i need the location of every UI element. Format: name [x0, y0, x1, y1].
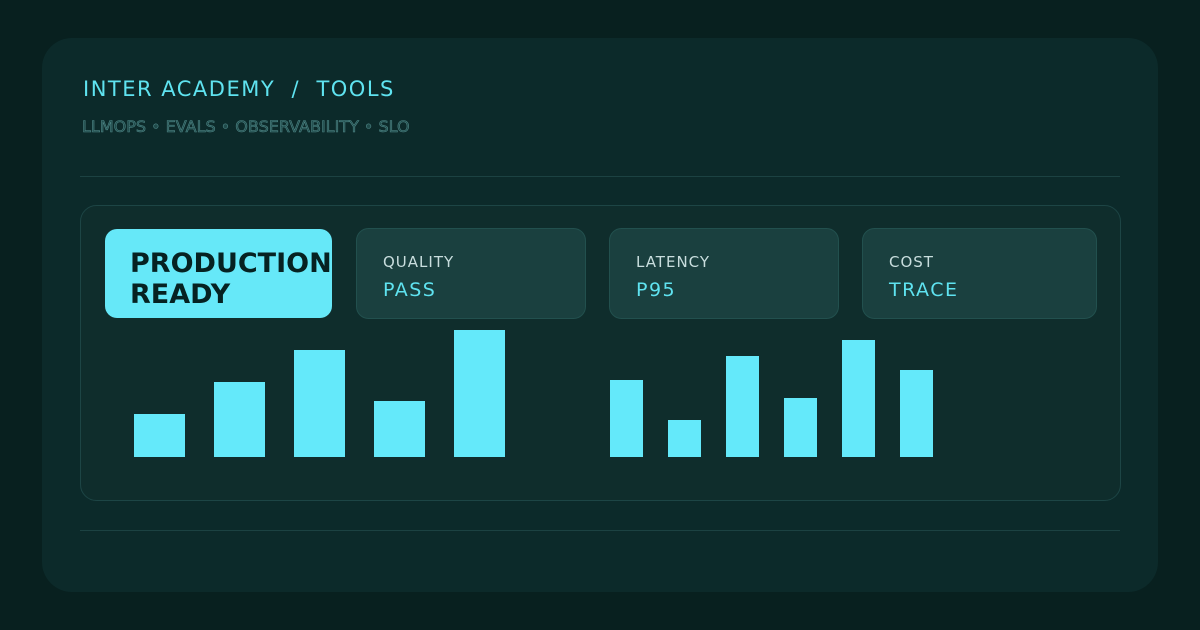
badge: [105, 229, 332, 318]
header-title: INTER ACADEMY / TOOLS: [83, 77, 395, 101]
decor-bar: [610, 380, 643, 457]
badge-line: PRODUCTION: [130, 248, 332, 279]
decor-bar: [784, 398, 817, 457]
decor-bar: [214, 382, 265, 457]
decor-bar: [900, 370, 933, 457]
metric-value: TRACE: [888, 279, 958, 301]
metric-card: [356, 228, 586, 319]
metric-card: [862, 228, 1097, 319]
decor-bars-right: [610, 340, 933, 457]
metric-card: [609, 228, 839, 319]
decor-bar: [134, 414, 185, 457]
metric-value: PASS: [383, 279, 436, 301]
decor-bar: [842, 340, 875, 457]
metric-value: P95: [636, 279, 676, 301]
badge-line: READY: [130, 279, 231, 310]
decor-bar: [454, 330, 505, 457]
decor-bar: [726, 356, 759, 457]
metric-label: QUALITY: [383, 253, 454, 271]
decor-bars-left: [134, 330, 505, 457]
header-subtitle: LLMOPS • EVALS • OBSERVABILITY • SLO: [82, 117, 410, 136]
decor-bar: [374, 401, 425, 457]
metric-label: COST: [889, 253, 934, 271]
decor-bar: [668, 420, 701, 457]
decor-bar: [294, 350, 345, 457]
metric-label: LATENCY: [636, 253, 710, 271]
